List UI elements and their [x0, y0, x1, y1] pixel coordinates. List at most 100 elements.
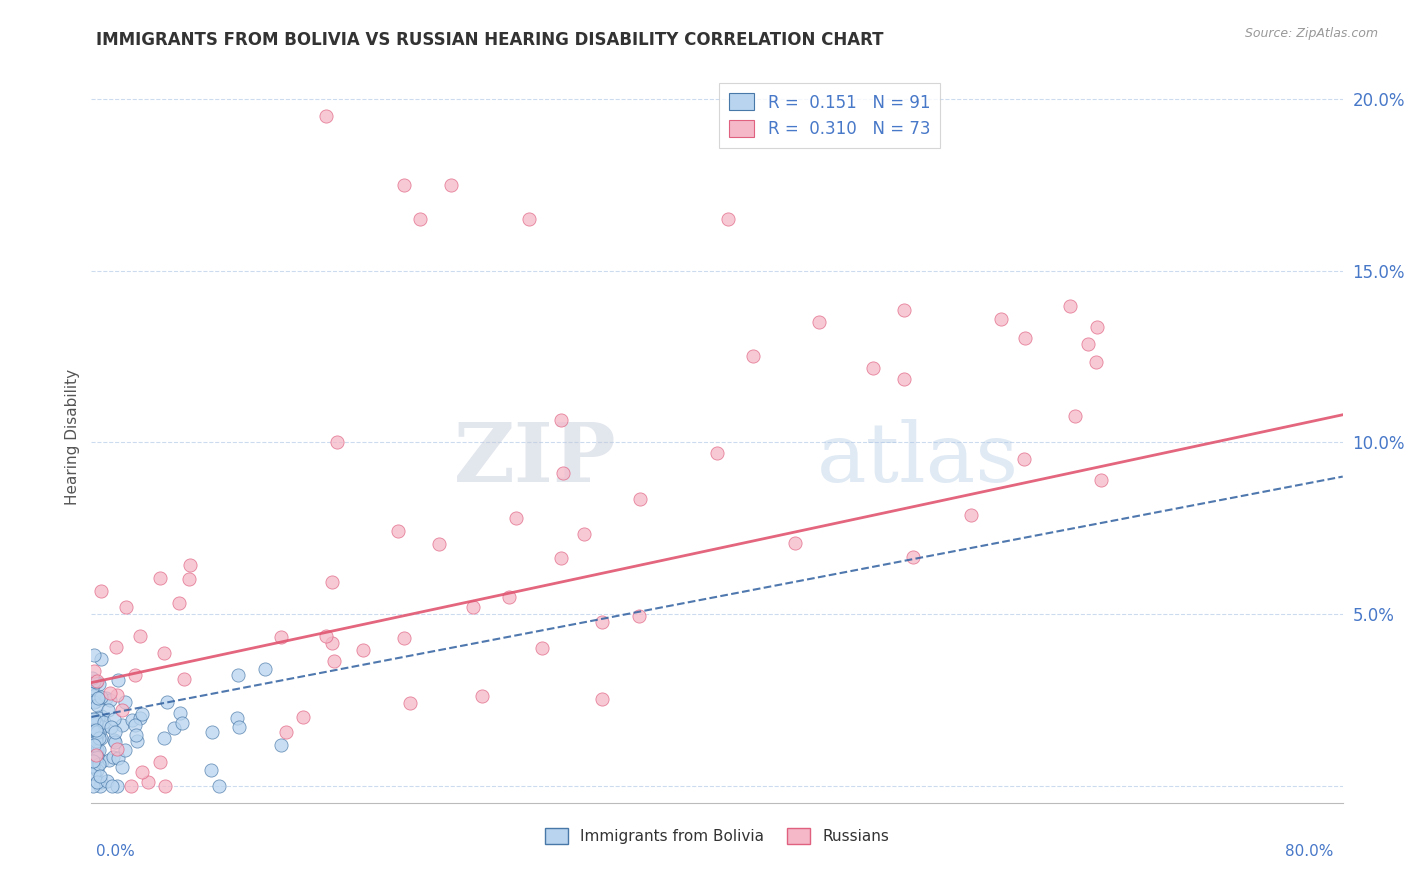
Point	[253, 662, 276, 676]
Point	[270, 630, 292, 644]
Point	[226, 711, 249, 725]
Point	[90, 731, 112, 745]
Point	[321, 636, 343, 650]
Point	[270, 739, 292, 753]
Point	[717, 211, 740, 226]
Point	[862, 360, 884, 375]
Point	[104, 724, 127, 739]
Point	[153, 779, 176, 793]
Point	[169, 706, 191, 721]
Point	[392, 178, 416, 192]
Point	[901, 550, 924, 565]
Point	[322, 655, 344, 669]
Point	[84, 746, 107, 760]
Point	[153, 731, 176, 746]
Point	[124, 718, 146, 732]
Point	[87, 690, 110, 705]
Point	[352, 643, 374, 657]
Point	[129, 711, 152, 725]
Point	[90, 708, 112, 723]
Point	[90, 754, 112, 768]
Point	[87, 756, 110, 771]
Point	[82, 759, 104, 773]
Point	[136, 775, 159, 789]
Point	[120, 779, 142, 793]
Point	[893, 303, 915, 318]
Point	[89, 743, 111, 757]
Point	[114, 742, 136, 756]
Point	[90, 583, 112, 598]
Point	[315, 109, 337, 123]
Point	[200, 724, 222, 739]
Point	[706, 446, 728, 460]
Point	[86, 711, 108, 725]
Point	[83, 664, 105, 678]
Point	[114, 599, 136, 614]
Point	[98, 686, 121, 700]
Point	[100, 720, 122, 734]
Point	[89, 779, 111, 793]
Text: ZIP: ZIP	[454, 419, 617, 499]
Point	[90, 720, 112, 734]
Text: 80.0%: 80.0%	[1285, 845, 1333, 859]
Point	[84, 694, 107, 708]
Point	[86, 724, 108, 739]
Point	[628, 492, 651, 507]
Point	[574, 527, 596, 541]
Point	[173, 673, 195, 687]
Point	[517, 212, 540, 227]
Point	[321, 574, 343, 589]
Point	[105, 741, 128, 756]
Point	[163, 721, 186, 735]
Point	[531, 641, 554, 656]
Point	[83, 712, 105, 726]
Point	[84, 675, 107, 690]
Point	[86, 723, 108, 738]
Point	[1064, 409, 1087, 424]
Point	[1090, 474, 1112, 488]
Point	[87, 677, 110, 691]
Point	[591, 615, 613, 629]
Point	[83, 765, 105, 780]
Point	[131, 765, 153, 780]
Point	[103, 712, 125, 726]
Point	[167, 596, 190, 610]
Legend: Immigrants from Bolivia, Russians: Immigrants from Bolivia, Russians	[538, 822, 896, 850]
Point	[82, 779, 104, 793]
Point	[87, 731, 110, 745]
Point	[84, 716, 107, 731]
Point	[551, 467, 574, 481]
Point	[80, 712, 103, 726]
Point	[427, 537, 450, 551]
Text: IMMIGRANTS FROM BOLIVIA VS RUSSIAN HEARING DISABILITY CORRELATION CHART: IMMIGRANTS FROM BOLIVIA VS RUSSIAN HEARI…	[96, 31, 883, 49]
Point	[627, 609, 650, 624]
Point	[207, 779, 229, 793]
Point	[785, 536, 807, 550]
Point	[177, 572, 200, 586]
Point	[156, 695, 179, 709]
Point	[149, 571, 172, 585]
Point	[90, 652, 112, 666]
Point	[505, 511, 527, 525]
Point	[83, 738, 105, 752]
Point	[170, 716, 193, 731]
Point	[84, 688, 107, 702]
Point	[89, 724, 111, 739]
Point	[82, 755, 104, 769]
Point	[90, 690, 112, 704]
Point	[893, 372, 915, 386]
Point	[97, 753, 120, 767]
Point	[1085, 355, 1108, 369]
Point	[326, 434, 349, 449]
Point	[86, 751, 108, 765]
Point	[471, 689, 494, 703]
Point	[179, 558, 201, 573]
Point	[128, 629, 150, 643]
Point	[101, 779, 124, 793]
Point	[124, 668, 146, 682]
Point	[960, 508, 983, 522]
Point	[101, 749, 124, 764]
Point	[83, 695, 105, 709]
Point	[440, 178, 463, 192]
Point	[125, 728, 148, 742]
